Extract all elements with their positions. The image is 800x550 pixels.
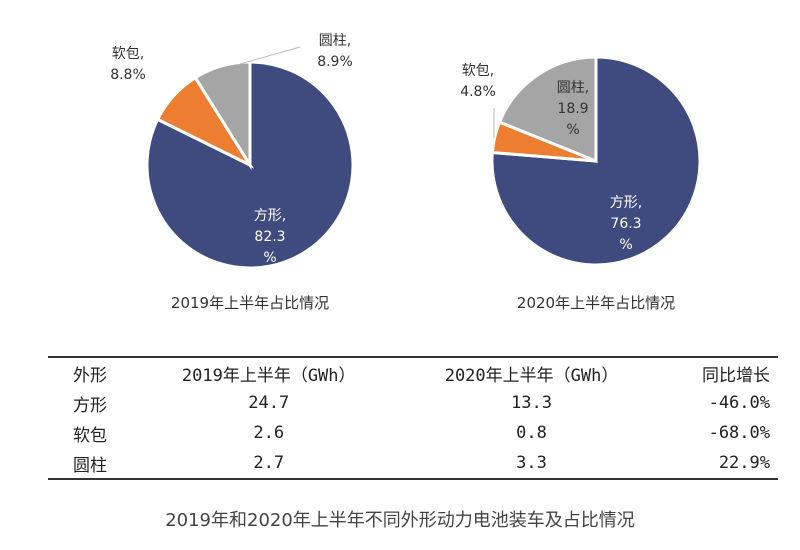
cell: 24.7 [248,393,290,413]
header-cell: 2020年上半年（GWh） [444,365,619,386]
pie-title-2020: 2020年上半年占比情况 [516,294,676,312]
cell: 3.3 [516,453,547,473]
header-cell: 2019年上半年（GWh） [181,365,356,386]
cell: 0.8 [516,423,547,443]
cell: 13.3 [511,393,553,413]
cell: -46.0% [708,393,770,413]
cell: 圆柱 [73,455,107,476]
table-row: 方形 24.7 13.3 -46.0% [48,388,778,418]
pie-title-2019: 2019年上半年占比情况 [170,294,330,312]
header-cell: 同比增长 [702,365,770,386]
cell: 2.6 [253,423,285,443]
data-label: 方形, 76.3% [610,195,642,253]
cell: 2.7 [253,453,285,473]
leader-line [239,46,301,65]
table-header: 外形 2019年上半年（GWh） 2020年上半年（GWh） 同比增长 [48,357,778,388]
data-label: 软包, 8.8% [110,46,146,83]
cell: 软包 [73,425,107,446]
data-label: 软包, 4.8% [460,63,496,100]
pie-slice-圆柱 [497,55,598,164]
table-row: 圆柱 2.7 3.3 22.9% [48,448,778,479]
data-label: 方形, 82.3% [254,208,286,266]
data-label: 圆柱, 18.9% [557,80,589,138]
cell: 方形 [73,395,107,416]
pie-slice-方形 [490,55,702,267]
cell: 22.9% [718,453,770,473]
data-label: 圆柱, 8.9% [317,33,353,70]
cell: -68.0% [708,423,770,443]
header-cell: 外形 [73,365,107,386]
pie-slice-圆柱 [193,60,252,171]
pie-charts: 方形, 82.3 % 软包, 8.8% 圆柱, 8.9% 方形, 76.3 % 软包, 4.8% 圆柱,… [110,33,702,270]
table-row: 软包 2.6 0.8 -68.0% [48,418,778,448]
caption: 2019年和2020年上半年不同外形动力电池装车及占比情况 [165,510,635,531]
data-table: 外形 2019年上半年（GWh） 2020年上半年（GWh） 同比增长 方形 2… [48,356,778,480]
